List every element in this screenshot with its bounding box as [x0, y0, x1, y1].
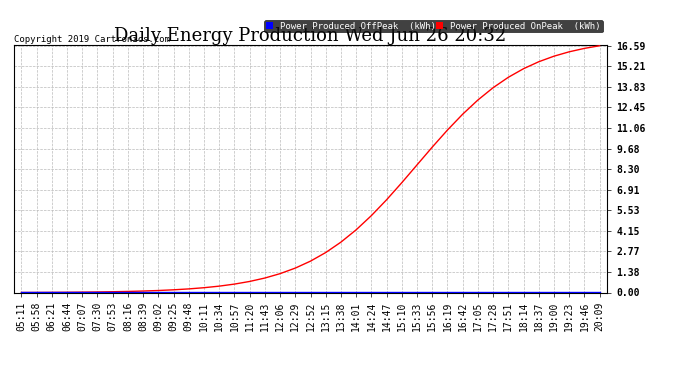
Text: Copyright 2019 Cartronics.com: Copyright 2019 Cartronics.com	[14, 35, 170, 44]
Legend: Power Produced OffPeak  (kWh), Power Produced OnPeak  (kWh): Power Produced OffPeak (kWh), Power Prod…	[264, 20, 602, 32]
Title: Daily Energy Production Wed Jun 26 20:32: Daily Energy Production Wed Jun 26 20:32	[115, 27, 506, 45]
